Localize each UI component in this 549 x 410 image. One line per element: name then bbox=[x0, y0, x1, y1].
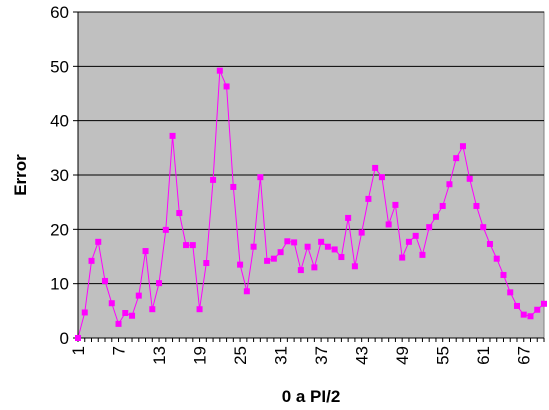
data-point-6 bbox=[108, 300, 115, 307]
data-point-57 bbox=[453, 155, 460, 162]
y-tick-label: 30 bbox=[50, 166, 69, 185]
axes bbox=[73, 11, 545, 342]
data-point-31 bbox=[277, 249, 284, 256]
data-point-50 bbox=[405, 238, 412, 245]
data-point-16 bbox=[176, 210, 183, 217]
data-point-19 bbox=[196, 306, 203, 313]
x-axis-title: 0 a PI/2 bbox=[282, 387, 341, 406]
data-point-47 bbox=[385, 221, 392, 228]
y-tick-label: 20 bbox=[50, 220, 69, 239]
data-point-26 bbox=[243, 288, 250, 295]
data-point-18 bbox=[189, 242, 196, 249]
data-point-5 bbox=[102, 277, 109, 284]
data-point-55 bbox=[439, 202, 446, 209]
data-point-20 bbox=[203, 260, 210, 267]
data-point-4 bbox=[95, 238, 102, 245]
x-tick-label: 19 bbox=[191, 346, 210, 365]
data-point-58 bbox=[459, 143, 466, 150]
data-point-70 bbox=[541, 300, 547, 307]
y-tick-label: 40 bbox=[50, 112, 69, 131]
x-tick-label: 25 bbox=[231, 346, 250, 365]
data-point-17 bbox=[183, 242, 190, 249]
y-tick-label: 60 bbox=[50, 3, 69, 22]
data-point-11 bbox=[142, 248, 149, 255]
data-point-14 bbox=[162, 226, 169, 233]
tick-labels: 0 10 20 30 40 50 60 1 7 13 19 25 31 37 43 49 55 61 67 bbox=[50, 3, 534, 365]
data-point-60 bbox=[473, 202, 480, 209]
data-point-65 bbox=[507, 289, 514, 296]
y-axis-title: Error bbox=[11, 154, 30, 196]
data-point-69 bbox=[534, 306, 541, 313]
data-point-8 bbox=[122, 310, 129, 317]
data-point-25 bbox=[237, 261, 244, 268]
x-tick-label: 7 bbox=[110, 346, 129, 355]
data-point-42 bbox=[351, 263, 358, 270]
x-tick-label: 67 bbox=[515, 346, 534, 365]
data-point-64 bbox=[500, 271, 507, 278]
data-point-37 bbox=[318, 238, 325, 245]
series-line-0 bbox=[77, 70, 545, 339]
x-tick-label: 55 bbox=[434, 346, 453, 365]
data-point-43 bbox=[358, 229, 365, 236]
data-point-36 bbox=[311, 264, 318, 271]
data-point-51 bbox=[412, 232, 419, 239]
data-point-23 bbox=[223, 83, 230, 90]
data-point-56 bbox=[446, 181, 453, 188]
data-point-2 bbox=[81, 309, 88, 316]
data-point-30 bbox=[270, 255, 277, 262]
data-point-27 bbox=[250, 243, 257, 250]
data-point-3 bbox=[88, 257, 95, 264]
data-point-9 bbox=[129, 312, 136, 319]
x-tick-label: 61 bbox=[474, 346, 493, 365]
data-point-40 bbox=[338, 254, 345, 261]
data-point-7 bbox=[115, 320, 122, 327]
series-layer bbox=[75, 67, 547, 341]
data-point-61 bbox=[480, 224, 487, 231]
data-point-1 bbox=[75, 335, 81, 341]
data-point-67 bbox=[520, 311, 527, 318]
data-point-48 bbox=[392, 201, 399, 208]
data-point-63 bbox=[493, 255, 500, 262]
data-point-39 bbox=[331, 246, 338, 253]
y-tick-label: 0 bbox=[60, 329, 69, 348]
x-tick-label: 43 bbox=[353, 346, 372, 365]
data-point-53 bbox=[426, 224, 433, 231]
data-point-49 bbox=[399, 254, 406, 261]
x-tick-label: 1 bbox=[69, 346, 88, 355]
x-tick-label: 13 bbox=[150, 346, 169, 365]
data-point-44 bbox=[365, 195, 372, 202]
y-tick-label: 10 bbox=[50, 275, 69, 294]
data-point-13 bbox=[156, 280, 163, 287]
gridlines bbox=[78, 11, 544, 285]
data-point-68 bbox=[527, 313, 534, 320]
data-point-29 bbox=[264, 257, 271, 264]
x-tick-label: 49 bbox=[393, 346, 412, 365]
x-tick-label: 37 bbox=[312, 346, 331, 365]
data-point-52 bbox=[419, 251, 426, 258]
data-point-10 bbox=[135, 292, 142, 299]
data-point-12 bbox=[149, 306, 156, 313]
x-tick-label: 31 bbox=[272, 346, 291, 365]
data-point-15 bbox=[169, 132, 176, 139]
data-point-22 bbox=[216, 67, 223, 74]
data-point-33 bbox=[291, 239, 298, 246]
data-point-59 bbox=[466, 175, 473, 182]
data-point-32 bbox=[284, 238, 291, 245]
data-point-28 bbox=[257, 174, 264, 181]
data-point-62 bbox=[486, 241, 493, 248]
data-point-35 bbox=[304, 243, 311, 250]
data-point-46 bbox=[378, 174, 385, 181]
data-point-34 bbox=[297, 267, 304, 274]
data-point-66 bbox=[513, 302, 520, 309]
data-point-54 bbox=[432, 213, 439, 220]
data-point-21 bbox=[210, 176, 217, 183]
data-point-38 bbox=[324, 243, 331, 250]
y-tick-label: 50 bbox=[50, 57, 69, 76]
data-point-24 bbox=[230, 183, 237, 190]
data-point-45 bbox=[372, 164, 379, 171]
data-point-41 bbox=[345, 214, 352, 221]
